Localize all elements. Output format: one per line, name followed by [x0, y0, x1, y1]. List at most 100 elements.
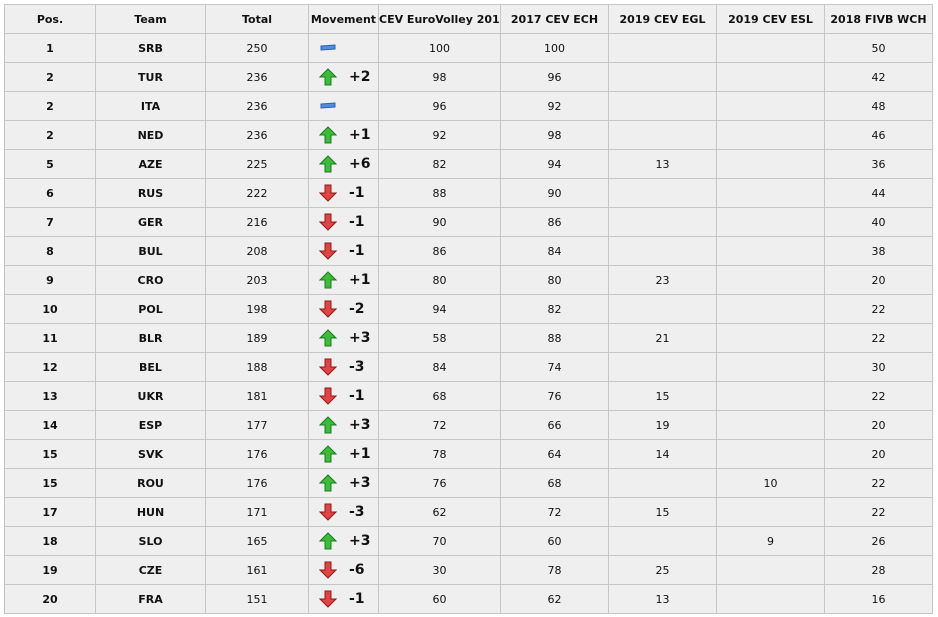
- position-cell: 6: [4, 178, 96, 208]
- team-cell: SVK: [95, 439, 206, 469]
- score-cell: 96: [500, 62, 609, 92]
- score-cell: 100: [378, 33, 501, 63]
- flat-icon: [320, 44, 336, 51]
- score-cell: 48: [824, 91, 933, 121]
- movement-value: -6: [349, 562, 365, 578]
- position-cell: 15: [4, 439, 96, 469]
- score-cell: 13: [608, 149, 717, 179]
- team-cell: AZE: [95, 149, 206, 179]
- team-cell: ITA: [95, 91, 206, 121]
- up-icon: [318, 271, 338, 289]
- table-row: 8 BUL 208 -1 86 84 38: [4, 236, 933, 266]
- score-cell: 82: [500, 294, 609, 324]
- movement-cell: +3: [308, 468, 379, 498]
- score-cell: 151: [205, 584, 309, 614]
- team-cell: BEL: [95, 352, 206, 382]
- score-cell: 90: [500, 178, 609, 208]
- movement-cell: -1: [308, 178, 379, 208]
- score-cell: 198: [205, 294, 309, 324]
- score-cell: 177: [205, 410, 309, 440]
- header-cell: Total: [205, 4, 309, 34]
- table-row: 2 ITA 236 96 92 48: [4, 91, 933, 121]
- score-cell: 94: [378, 294, 501, 324]
- score-cell: [716, 265, 825, 295]
- score-cell: 225: [205, 149, 309, 179]
- table-row: 18 SLO 165 +3 70 60 9 26: [4, 526, 933, 556]
- score-cell: 76: [500, 381, 609, 411]
- score-cell: 50: [824, 33, 933, 63]
- score-cell: 36: [824, 149, 933, 179]
- team-cell: ESP: [95, 410, 206, 440]
- team-cell: TUR: [95, 62, 206, 92]
- score-cell: 25: [608, 555, 717, 585]
- score-cell: 44: [824, 178, 933, 208]
- position-cell: 18: [4, 526, 96, 556]
- score-cell: [608, 352, 717, 382]
- score-cell: 46: [824, 120, 933, 150]
- score-cell: 188: [205, 352, 309, 382]
- score-cell: 68: [500, 468, 609, 498]
- score-cell: [716, 62, 825, 92]
- movement-value: -1: [349, 243, 365, 259]
- up-icon: [318, 445, 338, 463]
- score-cell: 88: [378, 178, 501, 208]
- up-icon: [318, 416, 338, 434]
- movement-value: +1: [349, 127, 371, 143]
- down-icon: [318, 503, 338, 521]
- score-cell: 86: [500, 207, 609, 237]
- movement-value: -3: [349, 359, 365, 375]
- score-cell: 62: [500, 584, 609, 614]
- score-cell: 60: [378, 584, 501, 614]
- score-cell: 78: [378, 439, 501, 469]
- score-cell: 236: [205, 120, 309, 150]
- team-cell: ROU: [95, 468, 206, 498]
- position-cell: 10: [4, 294, 96, 324]
- score-cell: 38: [824, 236, 933, 266]
- position-cell: 2: [4, 91, 96, 121]
- position-cell: 5: [4, 149, 96, 179]
- score-cell: [716, 33, 825, 63]
- ranking-table: Pos. Team Total Movement CEV EuroVolley 2019…: [4, 4, 933, 614]
- position-cell: 13: [4, 381, 96, 411]
- score-cell: 20: [824, 439, 933, 469]
- position-cell: 7: [4, 207, 96, 237]
- score-cell: 68: [378, 381, 501, 411]
- score-cell: 90: [378, 207, 501, 237]
- table-row: 9 CRO 203 +1 80 80 23 20: [4, 265, 933, 295]
- score-cell: [608, 207, 717, 237]
- movement-cell: -3: [308, 497, 379, 527]
- score-cell: 98: [378, 62, 501, 92]
- down-icon: [318, 561, 338, 579]
- score-cell: 42: [824, 62, 933, 92]
- score-cell: 80: [500, 265, 609, 295]
- position-cell: 12: [4, 352, 96, 382]
- up-icon: [318, 329, 338, 347]
- score-cell: 13: [608, 584, 717, 614]
- team-cell: SLO: [95, 526, 206, 556]
- score-cell: [716, 178, 825, 208]
- score-cell: [716, 555, 825, 585]
- position-cell: 9: [4, 265, 96, 295]
- score-cell: [608, 91, 717, 121]
- team-cell: SRB: [95, 33, 206, 63]
- score-cell: [716, 352, 825, 382]
- position-cell: 1: [4, 33, 96, 63]
- table-row: 5 AZE 225 +6 82 94 13 36: [4, 149, 933, 179]
- team-cell: CRO: [95, 265, 206, 295]
- movement-cell: -6: [308, 555, 379, 585]
- score-cell: 208: [205, 236, 309, 266]
- movement-value: +1: [349, 446, 371, 462]
- movement-cell: [308, 33, 379, 63]
- team-cell: NED: [95, 120, 206, 150]
- score-cell: 58: [378, 323, 501, 353]
- movement-cell: +2: [308, 62, 379, 92]
- movement-cell: +1: [308, 265, 379, 295]
- score-cell: [716, 91, 825, 121]
- movement-value: -1: [349, 388, 365, 404]
- position-cell: 20: [4, 584, 96, 614]
- position-cell: 2: [4, 62, 96, 92]
- up-icon: [318, 532, 338, 550]
- movement-value: +1: [349, 272, 371, 288]
- team-cell: FRA: [95, 584, 206, 614]
